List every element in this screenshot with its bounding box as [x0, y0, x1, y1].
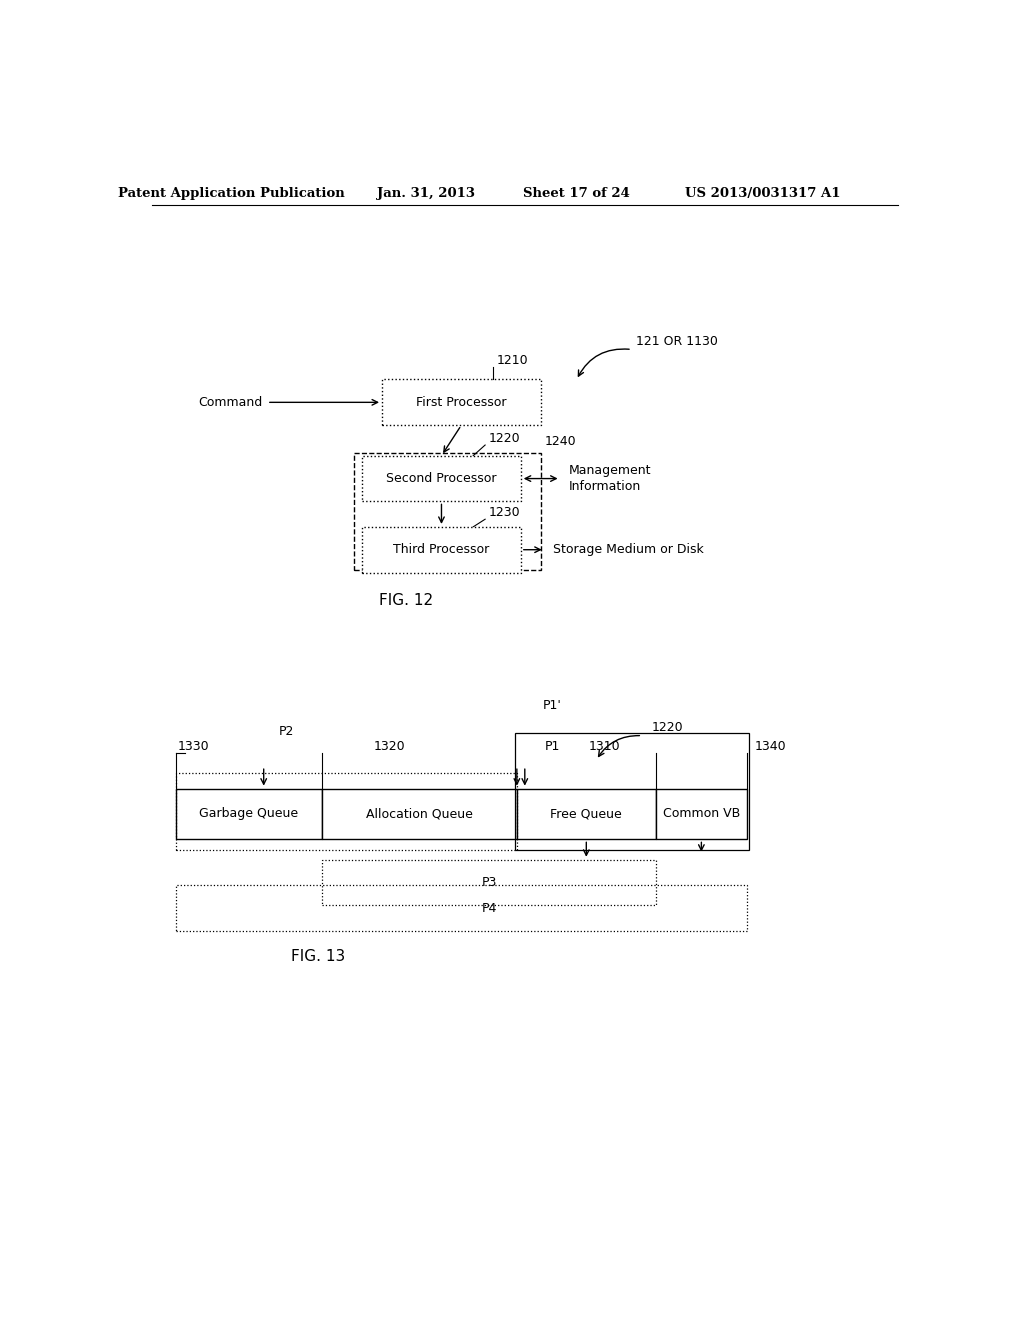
Text: 1340: 1340: [755, 741, 786, 752]
Text: First Processor: First Processor: [416, 396, 507, 409]
Bar: [323, 788, 517, 840]
Text: Free Queue: Free Queue: [551, 808, 623, 821]
Text: Command: Command: [199, 396, 263, 409]
Bar: [655, 788, 748, 840]
Text: P4: P4: [481, 902, 497, 915]
Text: 1310: 1310: [588, 741, 620, 752]
Bar: [362, 527, 521, 573]
Text: 121 OR 1130: 121 OR 1130: [636, 335, 718, 348]
Bar: [362, 455, 521, 502]
Text: P2: P2: [279, 725, 295, 738]
Text: P1: P1: [545, 741, 560, 752]
Bar: [517, 788, 655, 840]
Bar: [382, 379, 541, 425]
Text: FIG. 12: FIG. 12: [379, 593, 433, 609]
Text: 1220: 1220: [652, 721, 683, 734]
Text: Common VB: Common VB: [663, 808, 740, 821]
Text: Storage Medium or Disk: Storage Medium or Disk: [553, 544, 703, 556]
Text: Sheet 17 of 24: Sheet 17 of 24: [523, 187, 630, 201]
Bar: [323, 859, 655, 906]
Text: FIG. 13: FIG. 13: [292, 949, 345, 964]
Text: 1320: 1320: [374, 741, 406, 752]
Bar: [515, 733, 750, 850]
Bar: [176, 774, 517, 850]
Text: P3: P3: [481, 875, 497, 888]
Bar: [354, 453, 541, 570]
Text: 1240: 1240: [545, 436, 577, 447]
Text: US 2013/0031317 A1: US 2013/0031317 A1: [685, 187, 841, 201]
Text: 1330: 1330: [177, 741, 209, 752]
Text: Third Processor: Third Processor: [393, 544, 489, 556]
Text: 1210: 1210: [497, 354, 528, 367]
Text: Management
Information: Management Information: [568, 465, 651, 494]
Bar: [176, 886, 746, 931]
Bar: [176, 788, 323, 840]
Text: Garbage Queue: Garbage Queue: [200, 808, 299, 821]
Text: Second Processor: Second Processor: [386, 473, 497, 484]
Text: P1': P1': [543, 700, 562, 713]
Text: 1220: 1220: [489, 432, 521, 445]
Text: Jan. 31, 2013: Jan. 31, 2013: [377, 187, 474, 201]
Text: 1230: 1230: [489, 507, 521, 519]
Text: Patent Application Publication: Patent Application Publication: [118, 187, 344, 201]
Text: Allocation Queue: Allocation Queue: [367, 808, 473, 821]
